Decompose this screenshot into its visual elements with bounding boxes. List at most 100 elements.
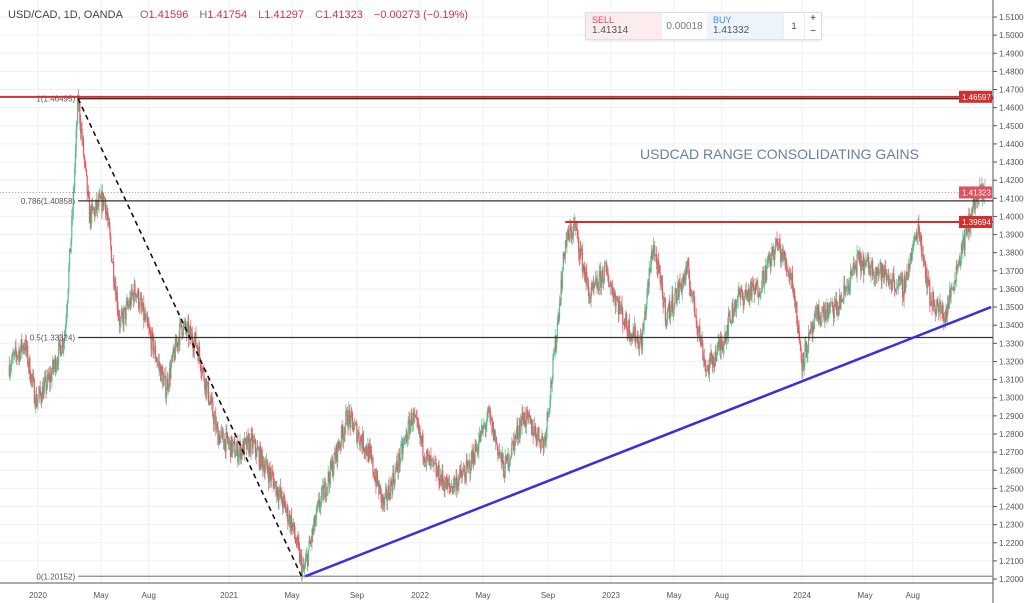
- candle-body: [760, 288, 763, 292]
- candle-body: [641, 340, 643, 351]
- candle-body: [85, 162, 87, 169]
- candle-body: [689, 287, 691, 296]
- candle-body: [706, 369, 708, 371]
- candle-body: [379, 485, 381, 489]
- candle-body: [220, 431, 222, 436]
- candle-body: [604, 262, 606, 267]
- candle-body: [290, 515, 292, 528]
- candle-body: [307, 554, 309, 567]
- price-tick-label: 1.43000: [999, 158, 1024, 167]
- candle-body: [165, 391, 168, 399]
- candle-body: [124, 307, 127, 320]
- candle-body: [462, 469, 464, 473]
- candle-body: [345, 410, 348, 412]
- candle-body: [866, 260, 868, 261]
- candle-body: [954, 280, 956, 291]
- candle-body: [265, 462, 267, 469]
- candle-body: [118, 318, 121, 326]
- buy-button[interactable]: BUY 1.41332: [707, 13, 783, 39]
- candle-body: [830, 301, 832, 303]
- candle-body: [545, 436, 547, 441]
- candle-body: [260, 449, 262, 469]
- candle-body: [847, 285, 849, 287]
- candle-body: [140, 298, 142, 300]
- increase-button[interactable]: +: [810, 13, 816, 24]
- candle-body: [913, 236, 915, 241]
- candle-body: [330, 461, 332, 469]
- candle-body: [426, 450, 428, 463]
- candle-body: [830, 302, 832, 307]
- candle-body: [575, 226, 577, 228]
- candle-body: [670, 306, 672, 308]
- candle-body: [736, 301, 738, 309]
- candle-body: [835, 299, 837, 307]
- candle-body: [346, 410, 348, 425]
- candle-body: [91, 204, 93, 208]
- candle-body: [474, 443, 476, 464]
- candle-body: [556, 322, 558, 337]
- candle-body: [606, 272, 608, 274]
- candle-body: [280, 491, 282, 497]
- candle-body: [544, 436, 546, 441]
- candle-body: [363, 450, 365, 452]
- decrease-button[interactable]: −: [810, 26, 816, 37]
- candle-body: [283, 496, 285, 500]
- price-tick-label: 1.25000: [999, 484, 1024, 493]
- candle-body: [644, 311, 646, 319]
- candle-body: [293, 522, 295, 535]
- quantity-field[interactable]: 1: [783, 13, 804, 39]
- candle-body: [715, 351, 717, 362]
- candle-body: [27, 345, 29, 365]
- candle-body: [46, 374, 49, 387]
- candle-body: [12, 354, 14, 356]
- time-tick-label: 2024: [793, 591, 811, 600]
- candle-body: [651, 252, 653, 259]
- candle-body: [162, 372, 164, 387]
- candle-body: [542, 436, 544, 440]
- candle-body: [377, 483, 379, 485]
- candle-body: [959, 260, 961, 265]
- candle-body: [861, 261, 863, 267]
- candle-body: [396, 461, 398, 469]
- candle-body: [541, 436, 543, 439]
- candle-body: [367, 444, 369, 457]
- candle-body: [122, 315, 124, 326]
- candle-body: [465, 461, 467, 482]
- candle-body: [837, 306, 839, 315]
- price-tick-label: 1.48000: [999, 67, 1024, 76]
- candle-body: [698, 326, 700, 333]
- candle-body: [335, 444, 337, 460]
- symbol-title[interactable]: USD/CAD, 1D, OANDA: [8, 9, 123, 21]
- price-tick-label: 1.23000: [999, 521, 1024, 530]
- candle-body: [381, 495, 383, 502]
- candle-body: [296, 536, 298, 546]
- candle-body: [223, 438, 226, 450]
- sell-button[interactable]: SELL 1.41314: [586, 13, 662, 39]
- candle-body: [650, 264, 652, 273]
- candle-body: [431, 459, 434, 461]
- candle-body: [509, 458, 511, 465]
- candle-body: [881, 264, 883, 282]
- candle-body: [326, 486, 329, 488]
- candle-body: [785, 260, 787, 266]
- candle-body: [357, 431, 359, 436]
- time-tick-label: 2020: [29, 591, 47, 600]
- resistance-mid-price-tag: [959, 215, 992, 228]
- candle-body: [727, 325, 729, 336]
- candle-body: [954, 280, 957, 282]
- candle-body: [846, 287, 848, 289]
- price-tick-label: 1.36000: [999, 285, 1024, 294]
- candle-body: [810, 329, 812, 331]
- candle-body: [654, 254, 656, 256]
- candle-body: [912, 244, 914, 252]
- candle-body: [816, 307, 818, 315]
- candle-body: [432, 459, 434, 461]
- candle-body: [226, 433, 229, 441]
- candle-body: [117, 309, 119, 314]
- candle-body: [757, 284, 759, 298]
- candle-body: [452, 487, 454, 493]
- candle-body: [226, 431, 228, 434]
- candle-body: [574, 222, 576, 227]
- candle-body: [787, 270, 789, 277]
